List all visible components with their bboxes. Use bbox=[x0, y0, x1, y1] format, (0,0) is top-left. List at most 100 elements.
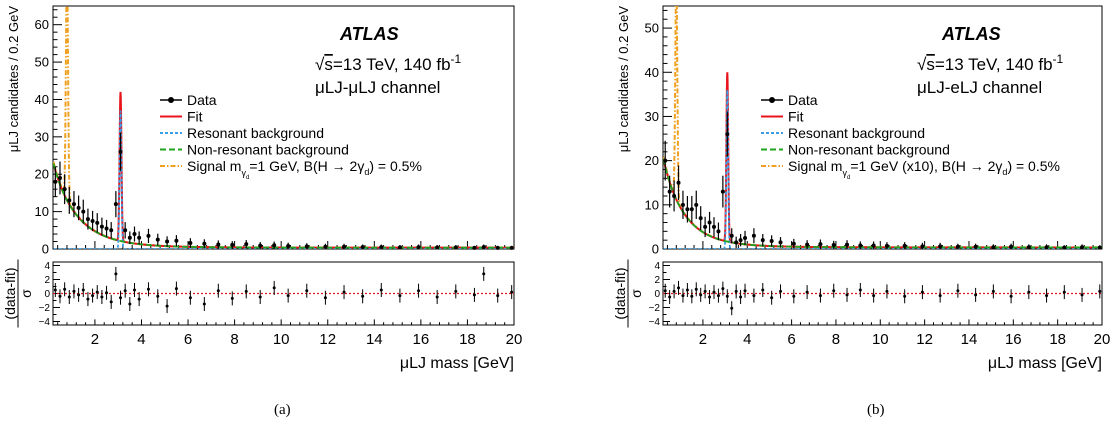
ratio-marker bbox=[885, 289, 889, 293]
ratio-point bbox=[119, 290, 123, 305]
data-point bbox=[71, 191, 76, 218]
x-tick-label: 16 bbox=[1005, 331, 1022, 348]
ratio-point bbox=[770, 290, 774, 305]
legend-label: Fit bbox=[187, 109, 203, 125]
data-marker bbox=[81, 209, 86, 214]
energy-luminosity-label: √s=13 TeV, 140 fb-1 bbox=[315, 52, 462, 74]
ratio-marker bbox=[991, 289, 995, 293]
data-point bbox=[155, 233, 160, 246]
ratio-point bbox=[743, 283, 747, 298]
data-marker bbox=[174, 238, 179, 243]
ratio-marker bbox=[91, 294, 95, 298]
data-marker bbox=[416, 245, 421, 250]
data-marker bbox=[1044, 245, 1049, 250]
data-point bbox=[938, 242, 943, 249]
data-marker bbox=[778, 240, 783, 245]
data-point bbox=[95, 213, 100, 233]
ratio-marker bbox=[58, 294, 62, 298]
legend-symbol-marker bbox=[168, 97, 174, 103]
ratio-marker bbox=[818, 294, 822, 298]
ratio-marker bbox=[230, 296, 234, 300]
data-marker bbox=[304, 244, 309, 249]
ratio-marker bbox=[1009, 294, 1013, 298]
ratio-point bbox=[91, 288, 95, 303]
x-tick-label: 18 bbox=[459, 331, 476, 348]
ratio-point bbox=[510, 285, 514, 300]
ratio-marker bbox=[734, 289, 738, 293]
ratio-y-tick-label: −2 bbox=[649, 303, 661, 314]
data-point bbox=[743, 230, 748, 246]
data-point bbox=[342, 243, 347, 249]
ratio-axis-title-num: (data-fit) bbox=[612, 267, 628, 319]
ratio-marker bbox=[216, 289, 220, 293]
ratio-point bbox=[361, 289, 365, 304]
ratio-point bbox=[690, 289, 694, 304]
data-point bbox=[216, 240, 221, 249]
data-marker bbox=[71, 202, 76, 207]
ratio-marker bbox=[677, 286, 681, 290]
data-point bbox=[57, 161, 62, 195]
data-marker bbox=[663, 158, 668, 163]
data-point bbox=[729, 228, 734, 244]
ratio-marker bbox=[114, 272, 118, 276]
x-axis-title: μLJ mass [GeV] bbox=[988, 355, 1102, 372]
data-marker bbox=[858, 243, 863, 248]
ratio-marker bbox=[703, 289, 707, 293]
legend-entry-data: Data bbox=[160, 92, 217, 108]
data-point bbox=[1009, 243, 1014, 249]
data-point bbox=[81, 199, 86, 224]
ratio-marker bbox=[663, 289, 667, 293]
legend-label: Resonant background bbox=[187, 125, 324, 141]
y-tick-label: 10 bbox=[645, 197, 659, 212]
data-marker bbox=[453, 245, 458, 250]
ratio-point bbox=[1062, 285, 1066, 300]
data-marker bbox=[202, 241, 207, 246]
ratio-point bbox=[779, 284, 783, 299]
legend-entry-data: Data bbox=[761, 92, 818, 108]
ratio-marker bbox=[361, 294, 365, 298]
ratio-y-tick-label: 2 bbox=[654, 275, 660, 286]
data-marker bbox=[845, 242, 850, 247]
data-point bbox=[188, 238, 193, 248]
ratio-marker bbox=[708, 295, 712, 299]
data-marker bbox=[738, 238, 743, 243]
data-point bbox=[472, 245, 477, 250]
data-point bbox=[379, 244, 384, 250]
y-tick-label: 40 bbox=[35, 92, 49, 107]
ratio-marker bbox=[699, 293, 703, 297]
data-point bbox=[711, 217, 716, 237]
y-tick-label: 30 bbox=[645, 109, 659, 124]
ratio-point bbox=[398, 288, 402, 303]
x-tick-label: 16 bbox=[413, 331, 430, 348]
ratio-marker bbox=[805, 290, 809, 294]
data-marker bbox=[109, 228, 114, 233]
ratio-point bbox=[202, 297, 206, 311]
data-marker bbox=[1026, 245, 1031, 250]
ratio-point bbox=[672, 284, 676, 299]
data-point bbox=[146, 228, 151, 244]
data-marker bbox=[685, 207, 690, 212]
data-point bbox=[689, 195, 694, 223]
chart-panel-a: 2 4 6 8 10 12 14 16 18 200102030405060420−2−4μLJ … bbox=[2, 5, 522, 372]
data-point bbox=[720, 175, 725, 208]
atlas-label: ATLAS bbox=[339, 24, 399, 44]
ratio-marker bbox=[105, 291, 109, 295]
legend-entry-fit: Fit bbox=[160, 109, 203, 125]
ratio-point bbox=[53, 283, 57, 297]
y-tick-label: 20 bbox=[645, 153, 659, 168]
ratio-marker bbox=[681, 294, 685, 298]
data-marker bbox=[729, 233, 734, 238]
ratio-point bbox=[694, 282, 698, 297]
data-marker bbox=[698, 216, 703, 221]
ratio-point bbox=[67, 290, 71, 304]
data-point bbox=[805, 240, 810, 249]
ratio-point bbox=[761, 283, 765, 297]
ratio-marker bbox=[510, 290, 514, 294]
ratio-point bbox=[885, 284, 889, 299]
ratio-marker bbox=[472, 293, 476, 297]
data-marker bbox=[716, 229, 721, 234]
ratio-point bbox=[156, 289, 160, 304]
data-marker bbox=[53, 179, 58, 184]
ratio-point bbox=[1009, 289, 1013, 304]
